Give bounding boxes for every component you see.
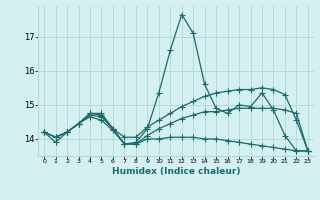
X-axis label: Humidex (Indice chaleur): Humidex (Indice chaleur) [112,167,240,176]
